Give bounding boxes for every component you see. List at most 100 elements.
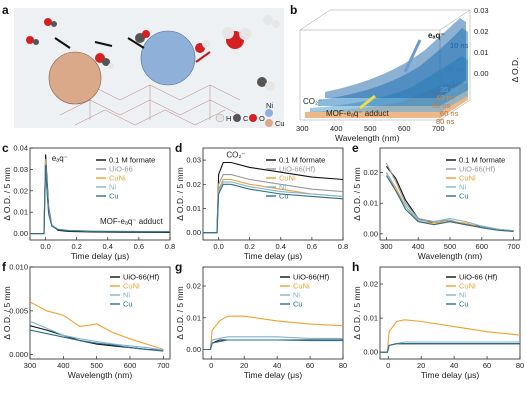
legend-label: 0.1 M formate xyxy=(459,156,505,165)
reaction-arrows xyxy=(54,37,211,63)
legend-label: UiO-66(Hf) xyxy=(279,165,316,174)
plot-g-frame xyxy=(202,266,344,360)
ytick-label: 0.02 xyxy=(186,180,201,189)
time-label-10ns: 10 ns xyxy=(450,41,469,50)
legend-label: 0.1 M formate xyxy=(109,156,155,165)
xaxis-label: Time delay (μs) xyxy=(244,251,303,261)
legend-c-label: C xyxy=(243,114,249,123)
ytick-label: 0.01 xyxy=(186,204,201,213)
series-line-cu xyxy=(203,183,343,234)
ytick-label: 0.00 xyxy=(186,345,201,354)
xtick-label: 20 xyxy=(240,361,248,370)
series-line-cu xyxy=(30,329,164,352)
panel-b: b eₐq⁻ CO₂⁻ MOF-eₐq⁻ adduct 10 ns 20 ns … xyxy=(290,3,520,143)
cu-cluster-sphere xyxy=(48,51,102,105)
b-xtick-700: 700 xyxy=(432,124,445,133)
ytick-label: 0.02 xyxy=(363,168,378,177)
ytick-label: 0.01 xyxy=(13,208,28,217)
series-line-ni xyxy=(30,320,164,351)
legend-label: UiO-66(Hf) xyxy=(293,273,330,282)
xtick-label: 0 xyxy=(209,361,213,370)
legend-h-sphere xyxy=(215,113,225,123)
legend-label: Ni xyxy=(109,183,116,192)
xaxis-label: Time delay (μs) xyxy=(244,370,303,380)
legend-label: Cu xyxy=(293,300,303,309)
yaxis-label: Δ O.D. / 5 mm xyxy=(352,286,362,339)
b-ztick-0: 0.00 xyxy=(474,69,489,78)
annotation-label: eₐq⁻ xyxy=(52,154,68,163)
yaxis-label: Δ O.D. / 5 mm xyxy=(175,286,185,339)
time-label-50ns: 50 ns xyxy=(432,101,451,110)
legend-label: CuNi xyxy=(459,174,476,183)
plot-e: 300 400 500 600 700 0.00 0.01 0.02 Wavelength (n… xyxy=(352,147,521,261)
xtick-label: 0.0 xyxy=(213,242,223,251)
xtick-label: 0 xyxy=(386,361,390,370)
legend-label: Ni xyxy=(293,291,300,300)
plot-h-frame xyxy=(379,266,521,360)
xtick-label: 80 xyxy=(516,361,524,370)
xtick-label: 0.6 xyxy=(307,242,317,251)
panel-b-z-ticks: 0.00 0.01 0.02 0.03 xyxy=(474,6,489,78)
panel-b-surfaces xyxy=(305,18,468,118)
series-line-cuni xyxy=(30,301,164,350)
ytick-label: 0.03 xyxy=(186,156,201,165)
plot-c: 0.0 0.2 0.4 0.6 0.8 0.00 0.01 0.02 0.03 0.04 Time … xyxy=(2,144,175,262)
eaq-label: eₐq⁻ xyxy=(428,31,445,40)
plot-d-frame xyxy=(202,147,344,241)
xtick-label: 500 xyxy=(444,242,457,251)
ytick-label: 0.005 xyxy=(9,306,28,315)
ytick-label: 0.01 xyxy=(363,199,378,208)
xtick-label: 700 xyxy=(157,361,170,370)
legend-label: CuNi xyxy=(109,174,126,183)
series-line-cu xyxy=(203,339,343,351)
xtick-label: 0.0 xyxy=(40,242,50,251)
xtick-label: 60 xyxy=(306,361,314,370)
panel-label-b: b xyxy=(290,3,297,17)
ytick-label: 0.00 xyxy=(13,229,28,238)
legend-label: Ni xyxy=(279,183,286,192)
annotation-label: CO₂⁻ xyxy=(226,151,245,160)
co2-label: CO₂⁻ xyxy=(303,97,322,106)
series-line-ni xyxy=(203,336,343,351)
ytick-label: 0.000 xyxy=(9,350,28,359)
ytick-label: 0.02 xyxy=(363,280,378,289)
b-xtick-600: 600 xyxy=(398,124,411,133)
xtick-label: 20 xyxy=(417,361,425,370)
yaxis-label: Δ O.D. / 5 mm xyxy=(175,167,185,220)
xtick-label: 400 xyxy=(57,361,70,370)
series-line-uio-66-hf- xyxy=(203,339,343,351)
time-labels: 10 ns 20 ns 30 ns 35 ns 40 ns 50 ns 60 n… xyxy=(432,41,469,126)
ytick-label: 0.01 xyxy=(363,314,378,323)
legend-label: Cu xyxy=(123,300,133,309)
molecules xyxy=(26,15,280,91)
b-xtick-400: 400 xyxy=(330,124,343,133)
b-xtick-500: 500 xyxy=(364,124,377,133)
time-label-30ns: 30 ns xyxy=(444,77,463,86)
xtick-label: 300 xyxy=(24,361,37,370)
series-line-cuni xyxy=(380,319,520,353)
time-label-40ns: 40 ns xyxy=(436,93,455,102)
eaq-decay-arrow xyxy=(403,39,422,73)
ytick-label: 0.00 xyxy=(363,348,378,357)
time-label-20ns: 20 ns xyxy=(445,65,464,74)
plot-f-frame xyxy=(29,266,171,360)
legend-label: Cu xyxy=(459,300,469,309)
xtick-label: 0.4 xyxy=(276,242,286,251)
xtick-label: 300 xyxy=(380,242,393,251)
series-line-ni xyxy=(385,172,514,232)
legend-label: Cu xyxy=(279,192,289,201)
legend-c-sphere xyxy=(233,114,241,122)
b-ztick-2: 0.02 xyxy=(474,27,489,36)
panel-b-zlabel: Δ O.D. xyxy=(510,57,520,82)
xaxis-label: Time delay (μs) xyxy=(421,370,480,380)
panel-label-a: a xyxy=(2,3,9,17)
legend-ni-sphere xyxy=(265,109,273,117)
xtick-label: 500 xyxy=(90,361,103,370)
yaxis-label: Δ O.D. / 5 mm xyxy=(352,167,362,220)
legend-label: UiO-66 xyxy=(109,165,133,174)
series-line-cu xyxy=(380,343,520,353)
annotation-label: MOF-eₐq⁻ adduct xyxy=(100,217,164,226)
legend-cu-label: Cu xyxy=(275,119,285,128)
yaxis-label: Δ O.D. / 5 mm xyxy=(2,286,12,339)
